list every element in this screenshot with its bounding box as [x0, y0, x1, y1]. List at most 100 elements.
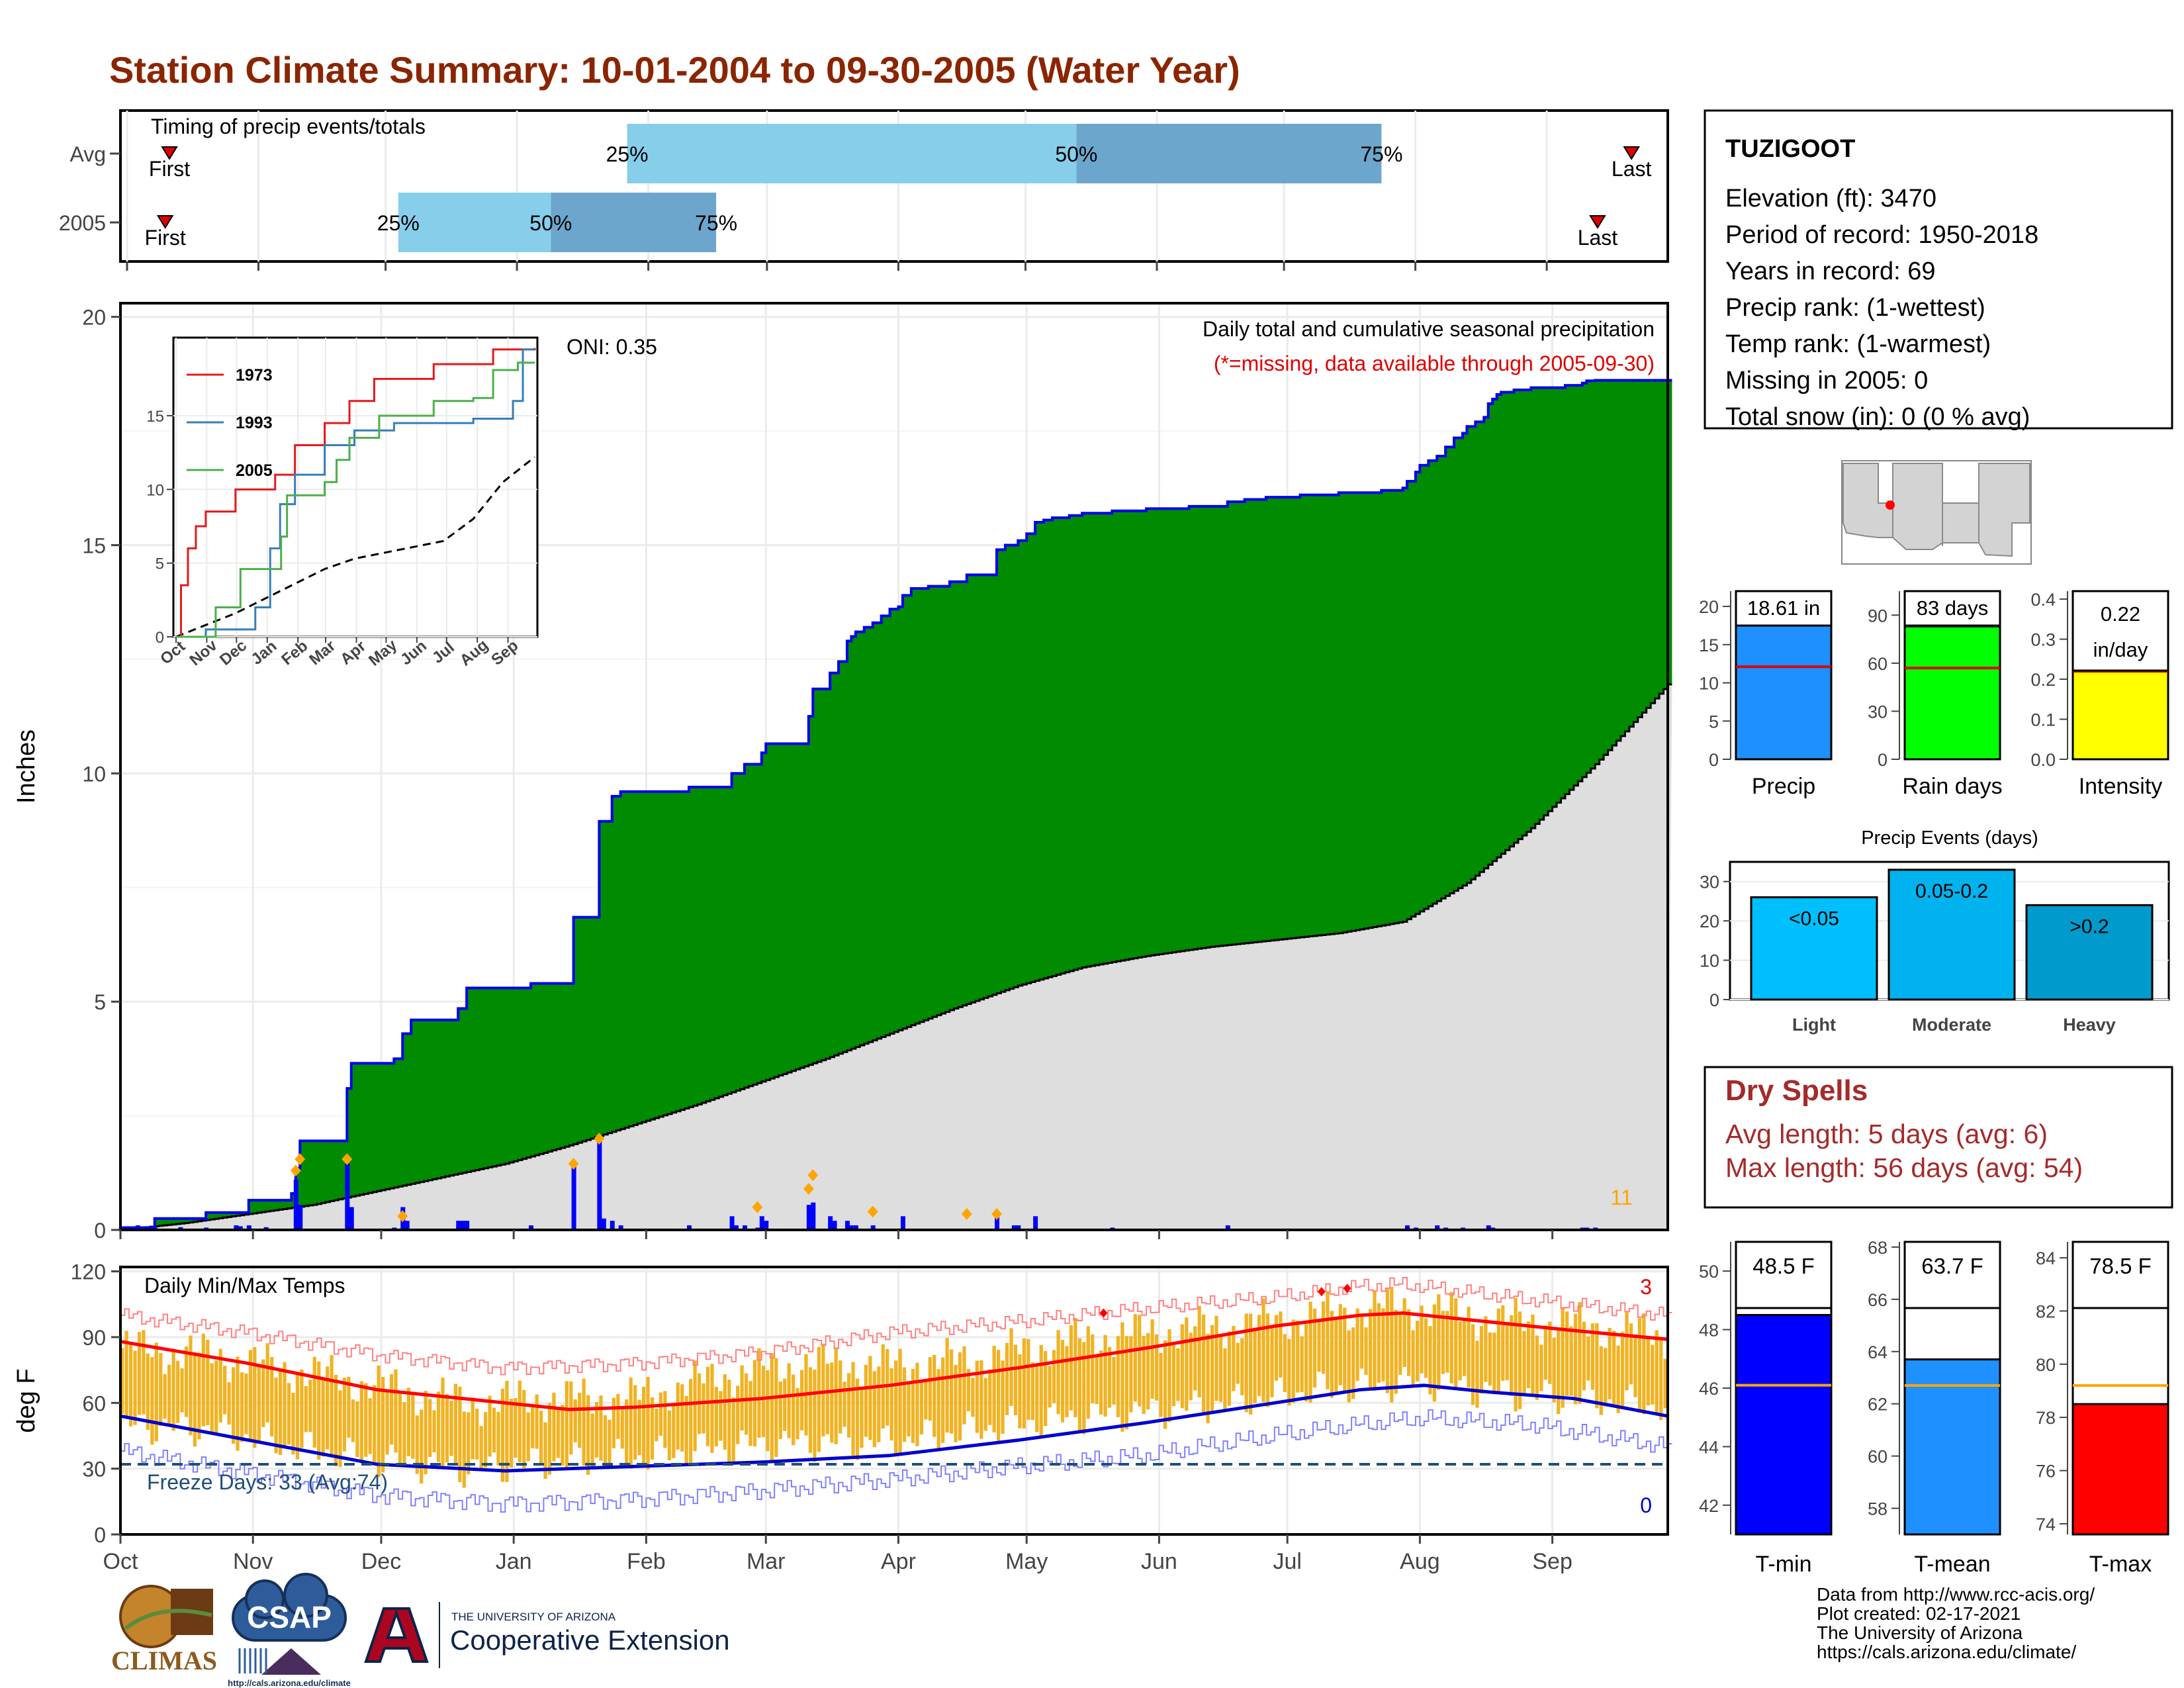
daily-temp-bar	[1616, 1345, 1620, 1413]
daily-temp-bar	[1659, 1336, 1663, 1421]
record-daily-marker	[341, 1153, 353, 1166]
daily-temp-bar	[1496, 1308, 1500, 1392]
daily-precip-bar	[1016, 1225, 1021, 1230]
record-daily-marker	[803, 1182, 814, 1195]
daily-temp-bar	[1377, 1303, 1381, 1383]
daily-temp-bar	[479, 1426, 483, 1468]
daily-temp-bar	[402, 1402, 406, 1464]
daily-temp-bar	[975, 1360, 979, 1433]
intensity-ytick-label: 0.4	[2030, 590, 2056, 610]
events-title: Precip Events (days)	[1861, 827, 2038, 849]
daily-temp-bar	[1150, 1319, 1154, 1399]
daily-temp-bar	[1257, 1315, 1261, 1397]
daily-precip-bar	[734, 1225, 739, 1230]
daily-temp-bar	[522, 1389, 526, 1468]
daily-temp-bar	[189, 1335, 193, 1436]
record-high-marker	[1099, 1308, 1108, 1318]
daily-temp-bar	[1060, 1339, 1065, 1423]
ua-logo-a	[364, 1607, 429, 1663]
daily-temp-bar	[1604, 1348, 1608, 1407]
daily-temp-bar	[770, 1353, 774, 1464]
daily-temp-bar	[705, 1366, 710, 1446]
daily-temp-bar	[1590, 1323, 1595, 1390]
tmin-label: T-min	[1756, 1552, 1812, 1577]
daily-temp-bar	[1082, 1342, 1086, 1434]
daily-temp-bar	[1308, 1301, 1312, 1403]
daily-temp-bar	[175, 1360, 180, 1423]
daily-temp-bar	[796, 1387, 799, 1440]
daily-temp-bar	[295, 1374, 300, 1460]
daily-temp-bar	[1637, 1318, 1642, 1413]
daily-precip-bar	[529, 1225, 534, 1230]
record-max-line	[120, 1276, 1672, 1376]
inset-ytick-label: 0	[156, 629, 164, 647]
freeze-days-label: Freeze Days: 33 (Avg:74)	[147, 1470, 388, 1494]
event-bar-moderate	[1888, 868, 2016, 1001]
daily-temp-bar	[1176, 1348, 1180, 1401]
daily-temp-bar	[1291, 1319, 1295, 1403]
daily-temp-bar	[933, 1354, 936, 1437]
footer-credit-line: https://cals.arizona.edu/climate/	[1817, 1642, 2076, 1662]
inset-series-line	[176, 348, 535, 638]
daily-temp-bar	[1300, 1336, 1304, 1393]
daily-precip-bar	[234, 1225, 239, 1230]
rain-days-ytick-label: 30	[1868, 702, 1888, 722]
daily-temp-bar	[1390, 1287, 1394, 1403]
daily-temp-bar	[1138, 1315, 1142, 1407]
dry-spells-max: Max length: 56 days (avg: 54)	[1725, 1152, 2083, 1183]
daily-precip-bar	[610, 1221, 615, 1230]
daily-temp-bar	[1343, 1307, 1347, 1392]
daily-temp-bar	[1565, 1311, 1569, 1396]
daily-temp-bar	[411, 1393, 415, 1459]
daily-temp-bar	[193, 1352, 197, 1447]
tmax-bar	[2071, 1403, 2169, 1536]
daily-temp-bar	[1543, 1325, 1547, 1380]
daily-temp-bar	[1655, 1330, 1659, 1415]
timing-title: Timing of precip events/totals	[151, 115, 426, 138]
daily-temp-bar	[894, 1360, 898, 1456]
rain-days-value: 83 days	[1917, 596, 1989, 620]
daily-temp-bar	[945, 1338, 949, 1433]
daily-temp-bar	[1651, 1344, 1655, 1405]
daily-temp-bar	[1244, 1313, 1248, 1413]
daily-temp-bar	[1531, 1314, 1535, 1395]
daily-precip-bar	[135, 1225, 140, 1230]
daily-temp-bar	[594, 1402, 599, 1458]
daily-temp-bar	[415, 1415, 419, 1474]
daily-temp-bar	[428, 1399, 432, 1457]
daily-temp-bar	[1030, 1362, 1034, 1421]
daily-temp-bar	[1569, 1326, 1573, 1396]
intensity-ytick-label: 0.1	[2030, 710, 2056, 730]
daily-temp-bar	[749, 1381, 752, 1446]
daily-temp-bar	[351, 1399, 355, 1442]
events-ytick-label: 10	[1700, 951, 1719, 971]
daily-temp-bar	[787, 1363, 791, 1438]
daily-precip-bar	[849, 1225, 854, 1230]
station-info-box	[1704, 109, 2173, 430]
daily-temp-bar	[334, 1374, 338, 1467]
precip-total-ytick-label: 15	[1699, 635, 1719, 655]
daily-temp-bar	[757, 1348, 761, 1438]
daily-temp-bar	[1561, 1307, 1565, 1408]
daily-temp-bar	[676, 1382, 680, 1450]
tmax-ytick-label: 84	[2036, 1248, 2056, 1268]
timing-row-label: 2005	[59, 211, 106, 235]
event-bar-heavy	[2025, 904, 2154, 1001]
daily-temp-bar	[1432, 1304, 1437, 1402]
daily-temp-bar	[1253, 1327, 1257, 1403]
daily-temp-bar	[941, 1357, 945, 1443]
tmax-ytick-label: 76	[2036, 1462, 2056, 1481]
avg-cumulative-area	[120, 684, 1672, 1230]
record-daily-marker	[397, 1210, 408, 1223]
daily-temp-bar	[1013, 1344, 1018, 1415]
daily-temp-bar	[1501, 1305, 1505, 1382]
daily-temp-bar	[684, 1395, 688, 1464]
daily-temp-bar	[154, 1342, 158, 1442]
daily-precip-bar	[1225, 1225, 1230, 1230]
daily-temp-bar	[1321, 1301, 1326, 1374]
timing-bar-50-75	[551, 193, 717, 252]
daily-temp-bar	[573, 1399, 577, 1442]
events-ytick-label: 30	[1700, 872, 1719, 892]
daily-temp-bar	[1091, 1334, 1095, 1403]
daily-temp-bar	[817, 1346, 821, 1452]
